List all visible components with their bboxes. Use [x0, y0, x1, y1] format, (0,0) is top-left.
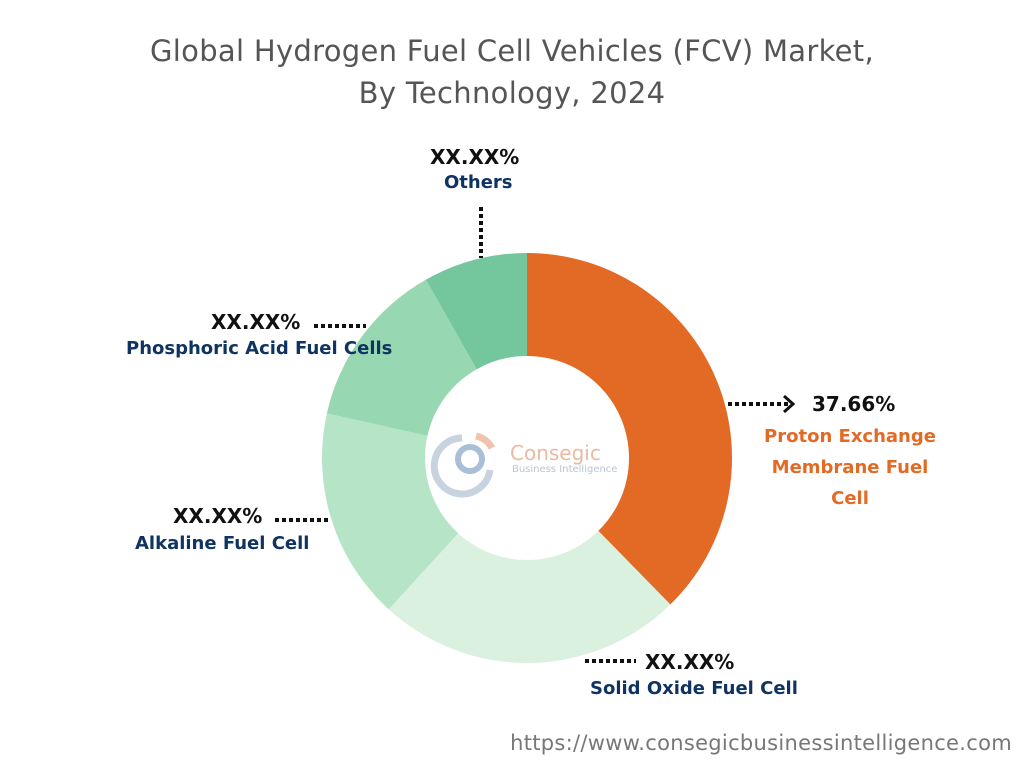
- label-solid-oxide-value: XX.XX%: [645, 650, 735, 674]
- logo-mark: [430, 432, 496, 498]
- slice-others: [425, 253, 527, 370]
- label-alkaline-name: Alkaline Fuel Cell: [135, 533, 310, 554]
- logo-tagline: Business Intelligence: [512, 464, 618, 475]
- arrow-head: [783, 394, 796, 414]
- label-solid-oxide-name: Solid Oxide Fuel Cell: [590, 678, 798, 699]
- label-pem-name: Proton Exchange Membrane Fuel Cell: [764, 426, 936, 509]
- title-line-2: By Technology, 2024: [358, 76, 666, 110]
- leader-lines: [275, 207, 796, 663]
- label-others-name: Others: [444, 172, 513, 193]
- slice-solid-oxide-fuel-cell: [388, 530, 671, 664]
- label-alkaline-value: XX.XX%: [173, 504, 263, 528]
- footer-url[interactable]: https://www.consegicbusinessintelligence…: [510, 731, 1012, 755]
- slice-proton-exchange-membrane-fuel-cell: [527, 253, 733, 605]
- label-others-value: XX.XX%: [430, 145, 520, 169]
- label-pem-value: 37.66%: [812, 392, 896, 416]
- label-phosphoric-value: XX.XX%: [211, 310, 301, 334]
- chart-title: Global Hydrogen Fuel Cell Vehicles (FCV)…: [0, 30, 1024, 114]
- slice-alkaline-fuel-cell: [322, 413, 459, 610]
- label-phosphoric-name: Phosphoric Acid Fuel Cells: [126, 338, 393, 359]
- title-line-1: Global Hydrogen Fuel Cell Vehicles (FCV)…: [150, 34, 874, 68]
- logo-name: Consegic: [510, 441, 601, 465]
- slice-phosphoric-acid-fuel-cells: [326, 279, 477, 436]
